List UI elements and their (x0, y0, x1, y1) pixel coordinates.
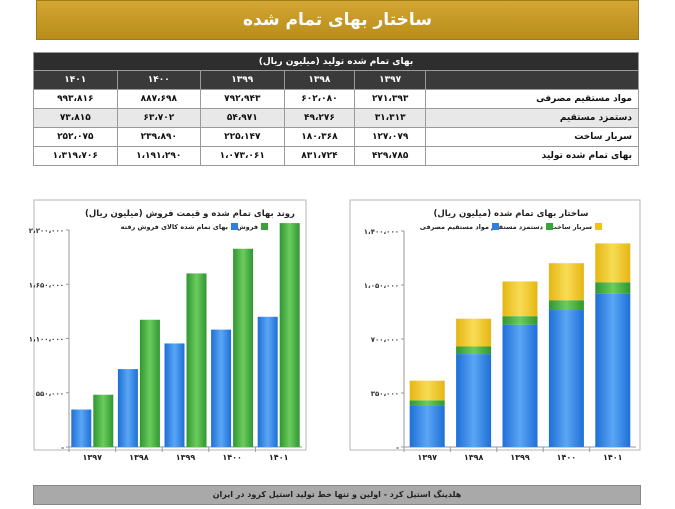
right-chart-y-tick-label: - (396, 444, 399, 452)
left-chart-x-tick-label: ۱۴۰۰ (222, 453, 242, 462)
table-cell: ۸۳۱،۷۲۴ (283, 146, 356, 166)
right-chart-bar-segment (548, 310, 584, 447)
right-chart-legend-label: دستمزد مستقیم (491, 223, 544, 231)
left-chart-y-tick-label: ۵۵۰،۰۰۰ (36, 390, 64, 398)
left-chart-x-tick-label: ۱۳۹۹ (176, 453, 196, 462)
left-chart-bar (233, 248, 254, 447)
right-chart-y-tick-label: ۱،۰۵۰،۰۰۰ (364, 282, 399, 290)
right-chart-bar-segment (548, 263, 584, 301)
right-chart-bar-segment (409, 405, 445, 447)
table-cell: ۶۰۲،۰۸۰ (283, 89, 356, 109)
right-chart-bar-segment (456, 318, 492, 347)
footer-bar: هلدینگ استیل کرد - اولین و تنها خط تولید… (33, 485, 641, 505)
right-chart-y-tick-label: ۳۵۰،۰۰۰ (371, 390, 399, 398)
left-chart-x-tick-label: ۱۴۰۱ (269, 453, 289, 462)
chart-frame (349, 199, 641, 451)
right-chart-y-tick-label: ۱،۴۰۰،۰۰۰ (364, 228, 399, 236)
left-chart-x-tick-label: ۱۳۹۸ (129, 453, 149, 462)
left-chart-title: روند بهای تمام شده و قیمت فروش (میلیون ر… (85, 209, 295, 219)
table-total-row: بهای تمام شده تولید ۴۲۹،۷۸۵ ۸۳۱،۷۲۴ ۱،۰۷… (33, 146, 639, 166)
table-cell: ۱۸۰،۳۶۸ (283, 127, 356, 147)
row-label: مواد مستقیم مصرفی (425, 89, 639, 109)
right-chart-bar-segment (595, 282, 631, 294)
left-chart-bar (257, 316, 278, 447)
right-chart-y-tick-label: ۷۰۰،۰۰۰ (371, 336, 399, 344)
left-chart-bar (93, 394, 114, 447)
table-cell: ۲۲۵،۱۴۷ (200, 127, 285, 147)
right-chart-x-tick-label: ۱۴۰۱ (603, 453, 623, 462)
table-row: دستمزد مستقیم ۳۱،۳۱۳ ۴۹،۲۷۶ ۵۴،۹۷۱ ۶۳،۷۰… (33, 108, 639, 128)
left-chart-legend-swatch (261, 223, 268, 230)
left-chart-bar (164, 343, 185, 447)
page-title: ساختار بهای تمام شده (243, 10, 432, 30)
page-title-banner: ساختار بهای تمام شده (36, 0, 639, 40)
row-label: دستمزد مستقیم (425, 108, 639, 128)
table-header-year: ۱۴۰۰ (116, 70, 202, 90)
right-chart-bar-segment (502, 316, 538, 325)
right-chart-bar-segment (548, 300, 584, 311)
left-chart-legend-label: بهای تمام شده کالای فروش رفته (121, 223, 228, 231)
left-chart-bar (117, 369, 138, 447)
table-header-year: ۱۴۰۱ (33, 70, 118, 90)
right-chart-x-tick-label: ۱۳۹۷ (417, 453, 437, 462)
left-chart-bar (139, 319, 160, 447)
right-chart-x-tick-label: ۱۴۰۰ (557, 453, 577, 462)
left-chart-bar (279, 223, 300, 447)
left-chart-bar (186, 273, 207, 447)
table-cell: ۴۲۹،۷۸۵ (354, 146, 426, 166)
left-chart-legend-swatch (231, 223, 238, 230)
left-chart-y-tick-label: ۱،۱۰۰،۰۰۰ (29, 336, 64, 344)
left-chart-y-tick-label: - (61, 444, 64, 452)
right-chart-bar-segment (502, 324, 538, 447)
table-cell: ۲۵۲،۰۷۵ (33, 127, 118, 147)
left-chart-bar (71, 409, 92, 447)
right-chart-x-tick-label: ۱۳۹۸ (464, 453, 484, 462)
table-cell: ۱،۰۷۳،۰۶۱ (200, 146, 285, 166)
right-chart-bar-segment (409, 380, 445, 401)
right-chart-title: ساختار بهای تمام شده (میلیون ریال) (433, 209, 588, 219)
left-chart-y-tick-label: ۲،۲۰۰،۰۰۰ (29, 227, 64, 235)
right-chart-legend-swatch (492, 223, 499, 230)
footer-text: هلدینگ استیل کرد - اولین و تنها خط تولید… (212, 490, 462, 499)
table-cell: ۱،۱۹۱،۲۹۰ (116, 146, 202, 166)
table-cell: ۶۳،۷۰۲ (116, 108, 202, 128)
right-chart-bar-segment (595, 243, 631, 283)
right-chart-legend-label: سربار ساخت (550, 223, 592, 231)
table-cell: ۳۱،۳۱۳ (354, 108, 426, 128)
table-cell: ۱،۳۱۹،۷۰۶ (33, 146, 118, 166)
left-chart-x-tick-label: ۱۳۹۷ (83, 453, 103, 462)
right-chart-legend-swatch (595, 223, 602, 230)
right-chart-x-tick-label: ۱۳۹۹ (510, 453, 530, 462)
table-row: مواد مستقیم مصرفی ۲۷۱،۳۹۳ ۶۰۲،۰۸۰ ۷۹۲،۹۴… (33, 89, 639, 109)
right-chart-bar-segment (456, 346, 492, 355)
table-cell: ۷۹۲،۹۴۳ (200, 89, 285, 109)
left-chart-legend-label: فروش (237, 223, 258, 231)
table-cell: ۲۷۱،۳۹۳ (354, 89, 426, 109)
right-chart-bar-segment (502, 281, 538, 317)
cost-table: بهای تمام شده تولید (میلیون ریال) ۱۳۹۷ ۱… (33, 52, 639, 166)
row-label: بهای تمام شده تولید (425, 146, 639, 166)
right-chart-legend-swatch (546, 223, 553, 230)
left-chart-y-tick-label: ۱،۶۵۰،۰۰۰ (29, 281, 64, 289)
right-chart-bar-segment (456, 354, 492, 447)
right-chart-bar-segment (595, 293, 631, 447)
right-chart-legend-label: مواد مستقیم مصرفی (420, 223, 489, 231)
left-chart-bar (211, 329, 232, 447)
table-header-year: ۱۳۹۹ (200, 70, 285, 90)
right-chart-bar-segment (409, 400, 445, 406)
